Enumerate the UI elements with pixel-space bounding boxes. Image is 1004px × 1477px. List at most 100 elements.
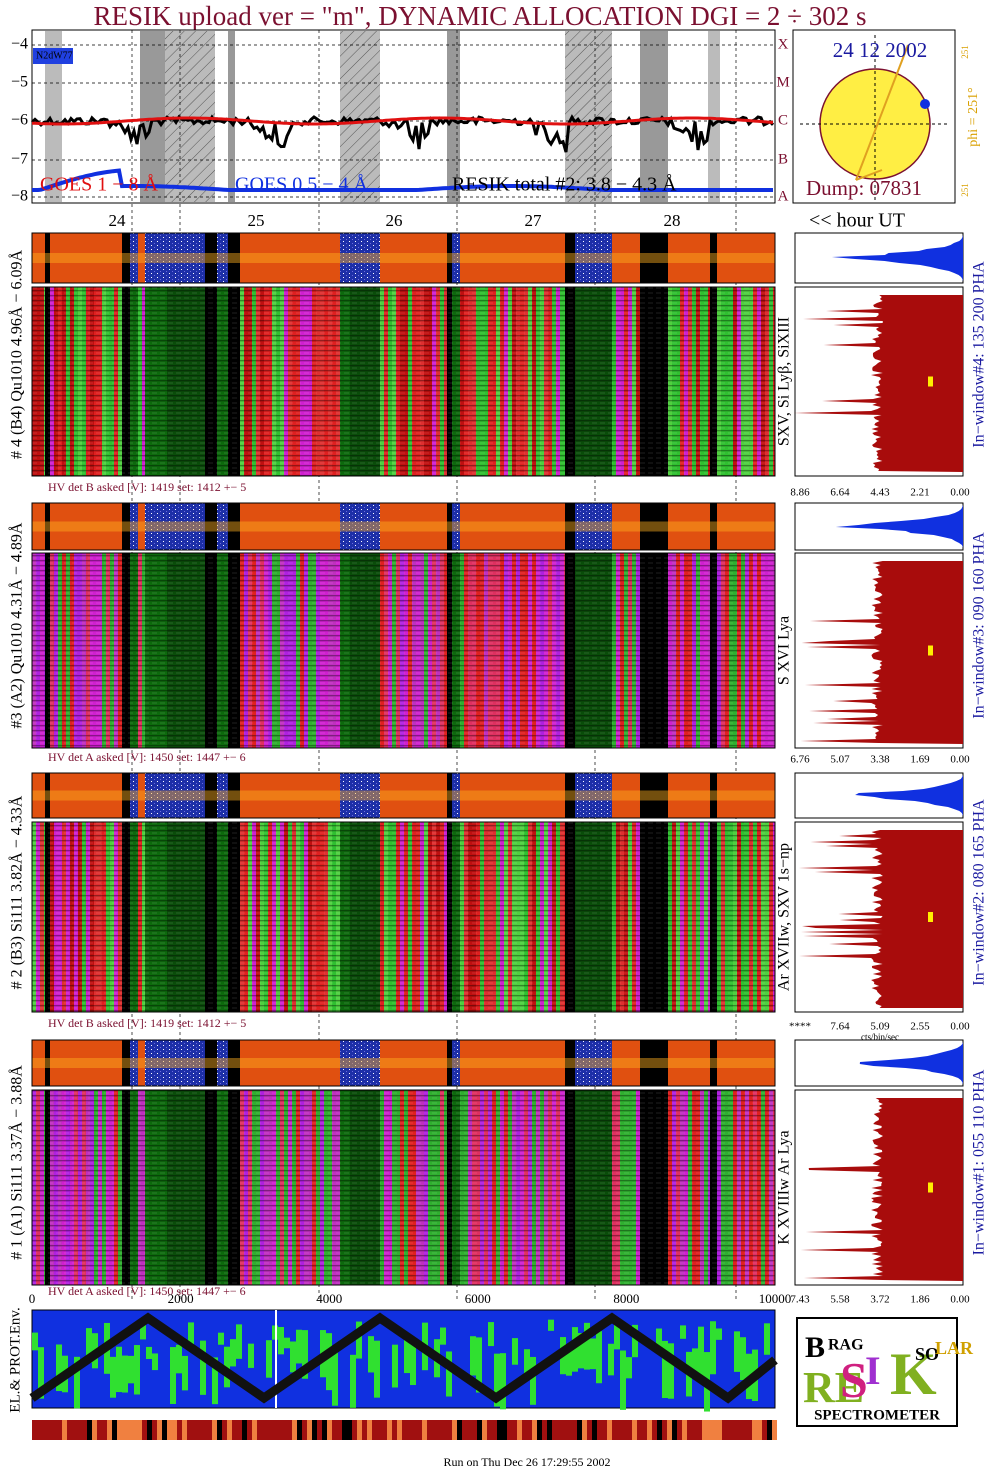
strip-column: [350, 1040, 380, 1086]
strip-column: [380, 233, 447, 283]
bottom-strip: [557, 1420, 562, 1440]
bottom-strip: [712, 1420, 717, 1440]
env-flux: [350, 1354, 356, 1408]
bottom-strip: [217, 1420, 222, 1440]
strip-column: [205, 773, 217, 818]
bottom-strip: [427, 1420, 432, 1440]
bottom-strip: [137, 1420, 142, 1440]
bottom-strip: [252, 1420, 257, 1440]
strip-column: [575, 1040, 612, 1086]
y-tick-label: −5: [11, 74, 28, 91]
bottom-strip: [232, 1420, 237, 1440]
bottom-strip: [632, 1420, 637, 1440]
bottom-strip: [417, 1420, 422, 1440]
bottom-strip: [682, 1420, 687, 1440]
bottom-strip: [187, 1420, 192, 1440]
bottom-strip: [772, 1420, 777, 1440]
legend-box-label: N2dW77: [36, 50, 73, 61]
strip-column: [668, 503, 710, 550]
hist-tick-label: 4.43: [870, 487, 890, 499]
env-flux: [740, 1337, 746, 1381]
bottom-strip: [512, 1420, 517, 1440]
pha-hist: [835, 505, 963, 548]
bottom-strip: [412, 1420, 417, 1440]
sun-date: 24 12 2002: [833, 38, 928, 62]
hist-tick-label: 2.55: [910, 1021, 930, 1033]
bottom-strip: [527, 1420, 532, 1440]
logo-letter: RAG: [828, 1337, 864, 1354]
logo-letter: RE: [803, 1363, 864, 1412]
bottom-strip: [447, 1420, 452, 1440]
env-flux: [302, 1330, 308, 1379]
env-flux: [566, 1346, 572, 1376]
line-label: Ar XVIIw, SXV 1s−np: [776, 843, 793, 991]
strip-column: [340, 503, 350, 550]
bottom-strip: [627, 1420, 632, 1440]
env-flux: [404, 1336, 410, 1374]
bottom-strip: [497, 1420, 502, 1440]
bottom-strip: [742, 1420, 747, 1440]
window-label: In−window#2: 080 165 PHA: [971, 799, 988, 986]
env-flux: [116, 1346, 122, 1393]
bottom-strip: [257, 1420, 262, 1440]
bottom-strip: [277, 1420, 282, 1440]
bottom-strip: [222, 1420, 227, 1440]
logo-letter: I: [865, 1348, 881, 1393]
bottom-strip: [387, 1420, 392, 1440]
bottom-strip: [92, 1420, 97, 1440]
strip-column: [45, 503, 50, 550]
bottom-strip: [242, 1420, 247, 1440]
env-flux: [74, 1356, 80, 1409]
env-flux: [266, 1340, 272, 1378]
class-label: B: [778, 151, 788, 167]
env-flux: [140, 1323, 146, 1340]
legend-entry: GOES 1 − 8 Å: [40, 174, 159, 196]
bottom-strip: [282, 1420, 287, 1440]
window-label: In−window#3: 090 160 PHA: [971, 532, 988, 719]
strip-column: [32, 233, 45, 283]
strip-column: [717, 1040, 775, 1086]
env-flux: [530, 1356, 536, 1405]
strip-column: [350, 503, 380, 550]
bottom-strip: [652, 1420, 657, 1440]
strip-column: [228, 503, 240, 550]
hist-tick-label: 1.69: [910, 754, 930, 766]
bottom-strip: [37, 1420, 42, 1440]
hist-tick-label: 6.76: [790, 754, 810, 766]
flag-band: [228, 31, 235, 202]
bottom-strip: [352, 1420, 357, 1440]
bottom-strip: [642, 1420, 647, 1440]
bottom-strip: [677, 1420, 682, 1440]
strip-column: [575, 233, 612, 283]
bottom-strip: [582, 1420, 587, 1440]
bottom-strip: [692, 1420, 697, 1440]
bottom-strip: [237, 1420, 242, 1440]
bottom-strip: [67, 1420, 72, 1440]
stripe-overlay: [32, 287, 775, 476]
bottom-strip: [142, 1420, 147, 1440]
bottom-strip: [647, 1420, 652, 1440]
bottom-strip: [102, 1420, 107, 1440]
bottom-strip: [502, 1420, 507, 1440]
bottom-strip: [312, 1420, 317, 1440]
strip-column: [460, 773, 565, 818]
bottom-strip: [47, 1420, 52, 1440]
bottom-strip: [382, 1420, 387, 1440]
hist-tick-label: 7.43: [790, 1294, 810, 1306]
strip-frame: [31, 502, 776, 551]
marker: [928, 912, 933, 922]
bottom-strip: [707, 1420, 712, 1440]
bottom-strip: [657, 1420, 662, 1440]
legend-box: [33, 48, 73, 64]
y-tick-label: −4: [11, 36, 28, 53]
strip-column: [452, 503, 460, 550]
strip-column: [240, 1040, 340, 1086]
bottom-strip: [547, 1420, 552, 1440]
window-label: In−window#1: 055 110 PHA: [971, 1069, 988, 1255]
bottom-strip: [607, 1420, 612, 1440]
bottom-strip: [482, 1420, 487, 1440]
hist-tick-label: 0.00: [950, 1294, 970, 1306]
strip-column: [380, 503, 447, 550]
logo-letter: S: [840, 1351, 868, 1407]
env-flux: [182, 1355, 188, 1391]
